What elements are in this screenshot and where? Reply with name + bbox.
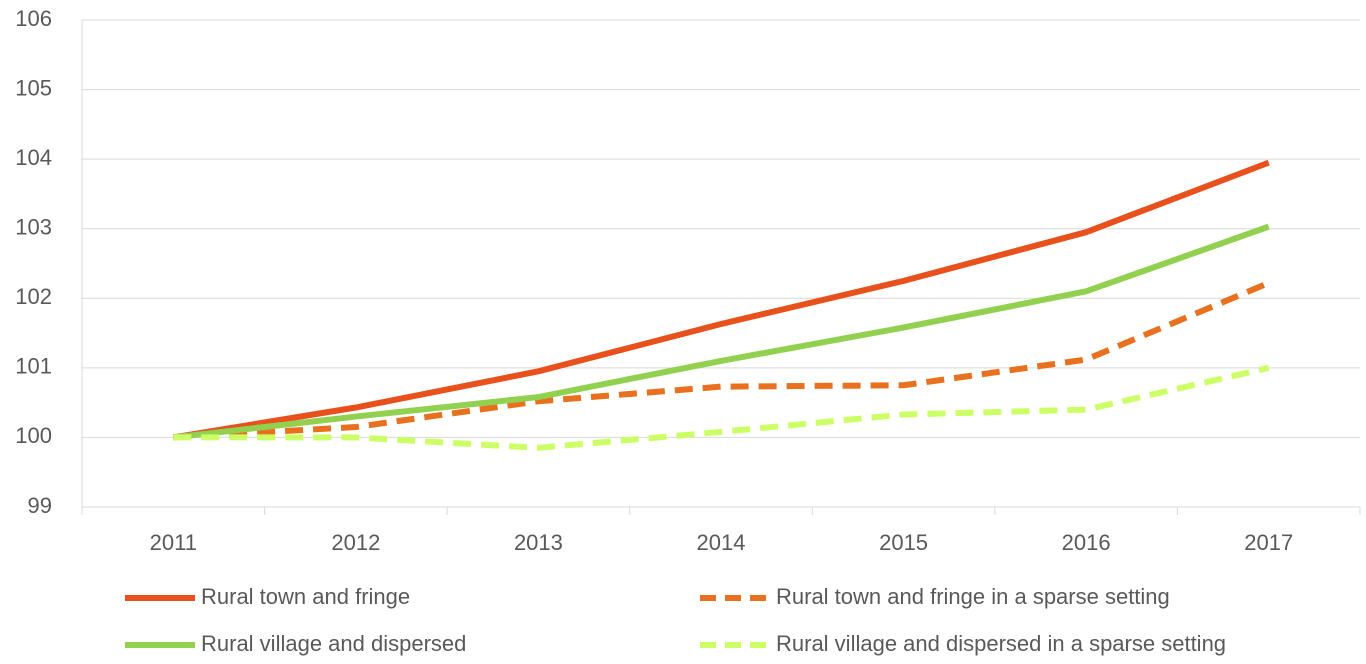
legend-label: Rural town and fringe in a sparse settin… xyxy=(776,584,1170,609)
series-line xyxy=(172,159,1270,441)
y-tick-label: 100 xyxy=(15,423,52,448)
y-tick-label: 99 xyxy=(28,493,52,518)
y-tick-label: 102 xyxy=(15,284,52,309)
legend-label: Rural town and fringe xyxy=(201,584,410,609)
y-tick-label: 104 xyxy=(15,145,52,170)
x-tick-label: 2016 xyxy=(1062,530,1111,555)
y-tick-label: 103 xyxy=(15,215,52,240)
series-line xyxy=(173,280,1270,441)
y-tick-label: 106 xyxy=(15,6,52,31)
x-tick-label: 2015 xyxy=(879,530,928,555)
y-tick-label: 105 xyxy=(15,75,52,100)
series-line xyxy=(173,364,1270,451)
legend-label: Rural village and dispersed xyxy=(201,631,466,656)
legend-label: Rural village and dispersed in a sparse … xyxy=(776,631,1226,656)
y-tick-label: 101 xyxy=(15,354,52,379)
x-tick-label: 2012 xyxy=(331,530,380,555)
x-tick-label: 2013 xyxy=(514,530,563,555)
x-tick-label: 2014 xyxy=(697,530,746,555)
x-tick-label: 2017 xyxy=(1244,530,1293,555)
x-tick-label: 2011 xyxy=(150,530,197,555)
series-line xyxy=(172,223,1270,441)
